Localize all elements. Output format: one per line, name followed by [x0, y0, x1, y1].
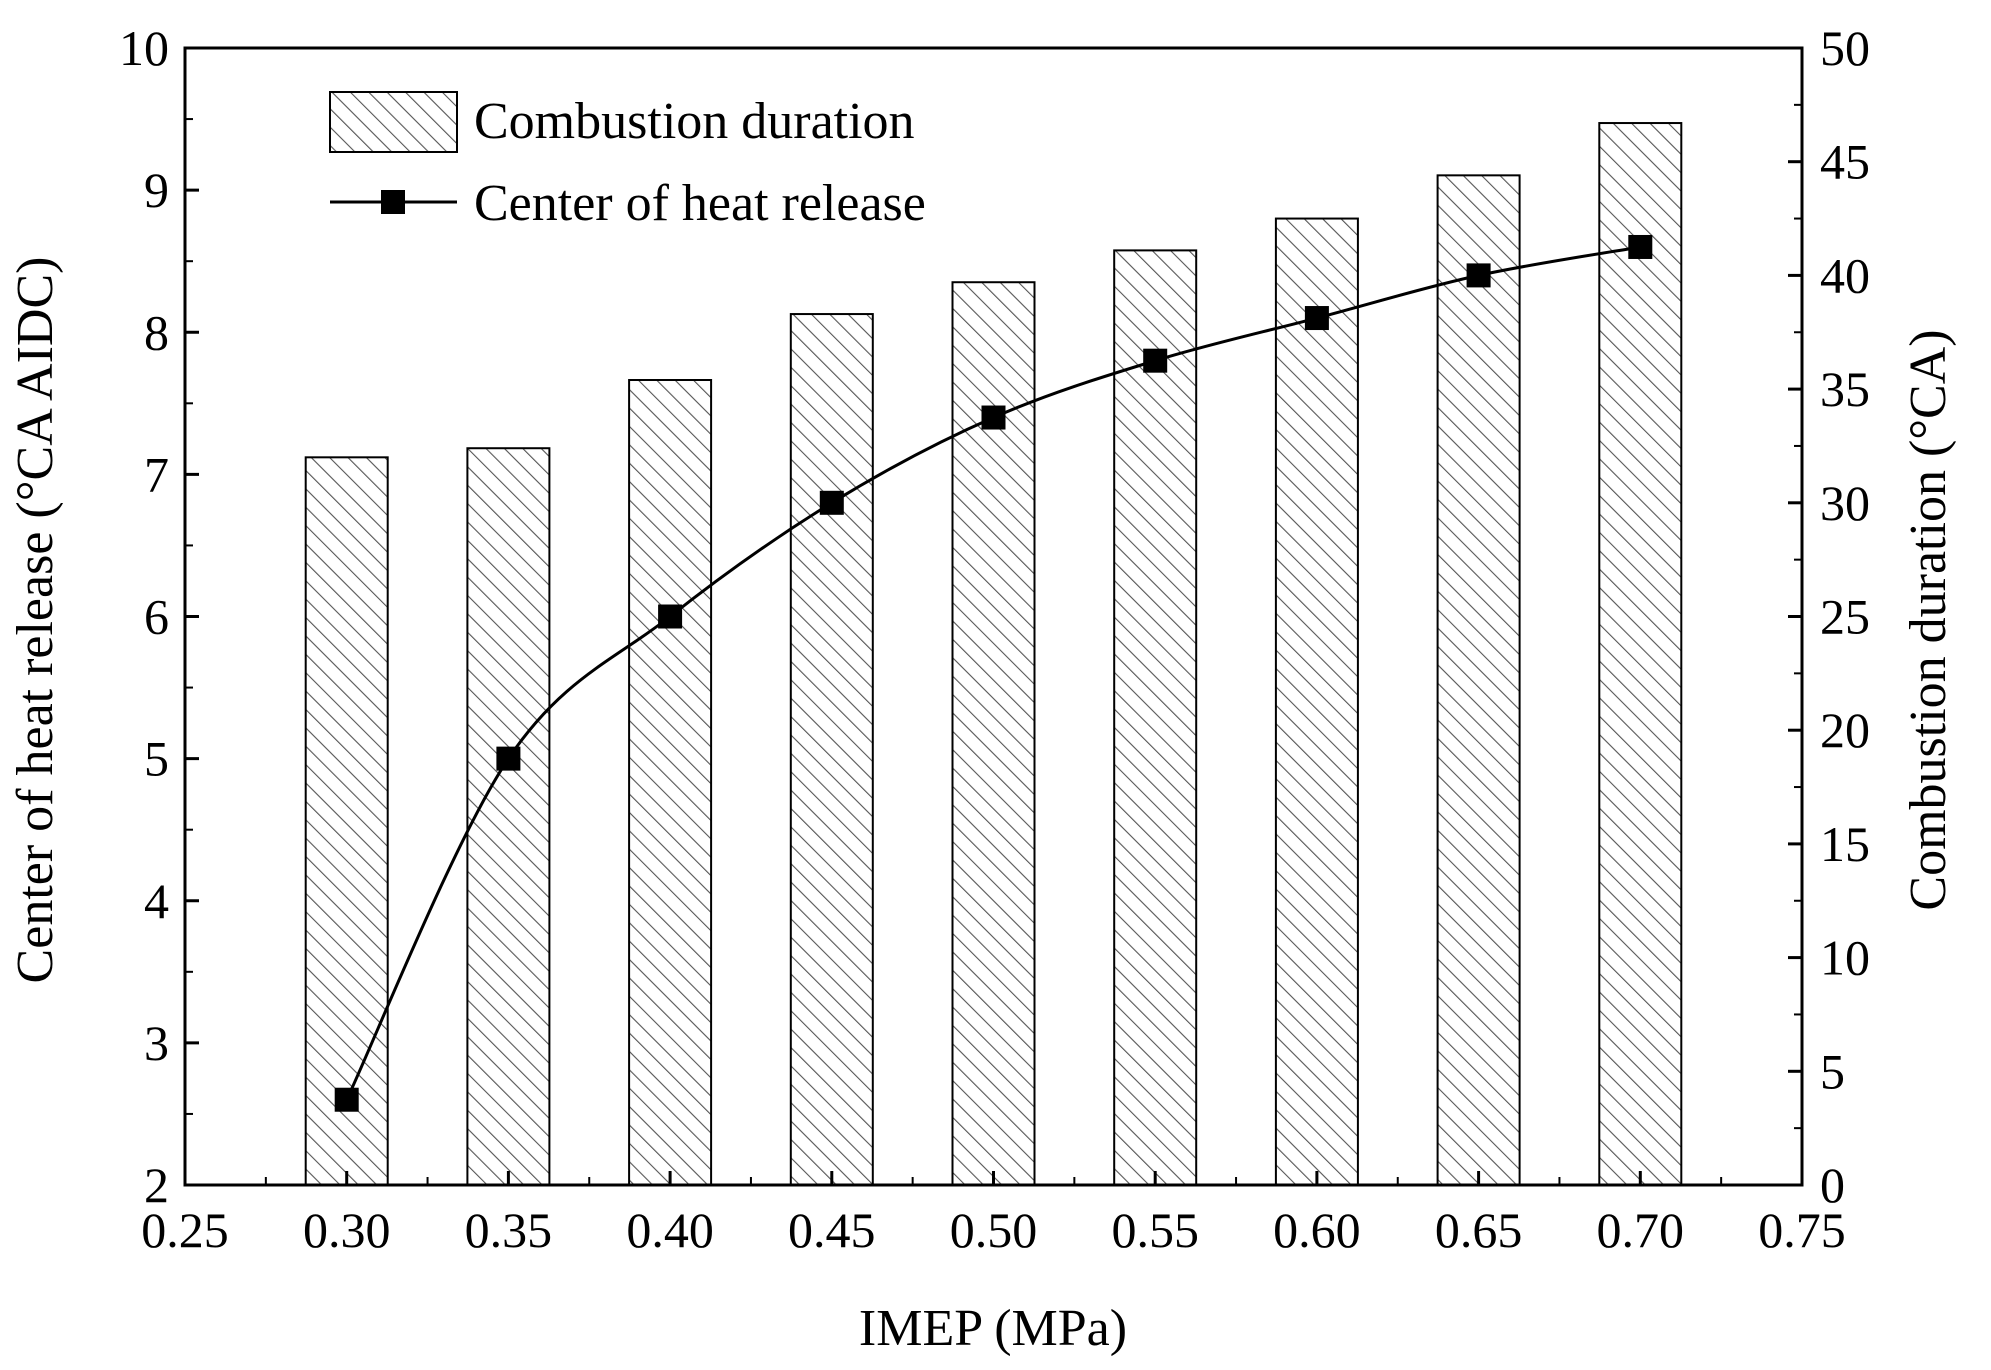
y-right-tick-label-4: 20 — [1820, 702, 1870, 758]
y-left-tick-label-8: 10 — [119, 20, 169, 76]
y-right-tick-label-3: 15 — [1820, 816, 1870, 872]
x-tick-label-10: 0.75 — [1758, 1202, 1846, 1258]
axes-layer: 0.25 0.30 0.35 0.40 0.45 0.50 0.55 0.60 0.65 0.70… — [119, 20, 1870, 1258]
bar-8 — [1598, 122, 1683, 1187]
bar-4 — [951, 281, 1036, 1186]
y-right-tick-label-2: 10 — [1820, 930, 1870, 986]
bar-0 — [304, 456, 389, 1186]
x-axis-title: IMEP (MPa) — [859, 1300, 1127, 1357]
x-tick-label-4: 0.45 — [788, 1202, 876, 1258]
x-tick-label-8: 0.65 — [1435, 1202, 1523, 1258]
x-tick-label-9: 0.70 — [1597, 1202, 1685, 1258]
y-left-tick-label-7: 9 — [144, 162, 169, 218]
y-right-tick-label-9: 45 — [1820, 134, 1870, 190]
x-tick-label-3: 0.40 — [626, 1202, 714, 1258]
y-left-tick-label-2: 4 — [144, 873, 169, 929]
y-right-tick-label-8: 40 — [1820, 247, 1870, 303]
bar-6 — [1274, 217, 1359, 1187]
legend-swatch-bar — [329, 91, 458, 153]
y-right-tick-label-10: 50 — [1820, 20, 1870, 76]
y-right-axis-title: Combustion duration (°CA) — [1900, 329, 1957, 910]
x-tick-label-7: 0.60 — [1273, 1202, 1361, 1258]
bar-1 — [466, 447, 551, 1186]
legend-label-combustion-duration: Combustion duration — [474, 93, 915, 150]
bar-2 — [628, 379, 713, 1186]
bar-7 — [1436, 174, 1521, 1186]
line-marker-0 — [334, 1087, 359, 1112]
y-right-tick-label-6: 30 — [1820, 475, 1870, 531]
legend: Combustion duration Center of heat relea… — [329, 91, 926, 232]
line-marker-6 — [1304, 306, 1329, 331]
bar-5 — [1113, 249, 1198, 1187]
y-right-tick-label-5: 25 — [1820, 589, 1870, 645]
y-right-tick-label-0: 0 — [1820, 1157, 1845, 1213]
line-marker-2 — [658, 604, 683, 629]
y-left-axis-title: Center of heat release (°CA AIDC) — [7, 257, 64, 984]
y-left-tick-label-4: 6 — [144, 589, 169, 645]
y-left-tick-label-1: 3 — [144, 1015, 169, 1071]
line-marker-5 — [1143, 348, 1168, 373]
line-marker-8 — [1628, 234, 1653, 259]
x-tick-label-5: 0.50 — [950, 1202, 1038, 1258]
legend-swatch-marker — [381, 190, 405, 214]
line-marker-1 — [496, 746, 521, 771]
bars-layer — [304, 122, 1683, 1187]
line-marker-7 — [1466, 263, 1491, 288]
y-right-tick-label-1: 5 — [1820, 1043, 1845, 1099]
line-layer — [334, 234, 1653, 1112]
x-tick-label-1: 0.30 — [303, 1202, 391, 1258]
x-tick-label-0: 0.25 — [141, 1202, 229, 1258]
y-right-tick-label-7: 35 — [1820, 361, 1870, 417]
y-left-tick-label-0: 2 — [144, 1157, 169, 1213]
line-marker-3 — [819, 490, 844, 515]
bar-3 — [789, 313, 874, 1187]
y-left-tick-label-5: 7 — [144, 446, 169, 502]
y-left-tick-label-3: 5 — [144, 731, 169, 787]
x-tick-label-6: 0.55 — [1111, 1202, 1199, 1258]
x-tick-label-2: 0.35 — [465, 1202, 553, 1258]
y-left-tick-label-6: 8 — [144, 304, 169, 360]
legend-label-center-of-heat-release: Center of heat release — [474, 175, 926, 232]
line-marker-4 — [981, 405, 1006, 430]
